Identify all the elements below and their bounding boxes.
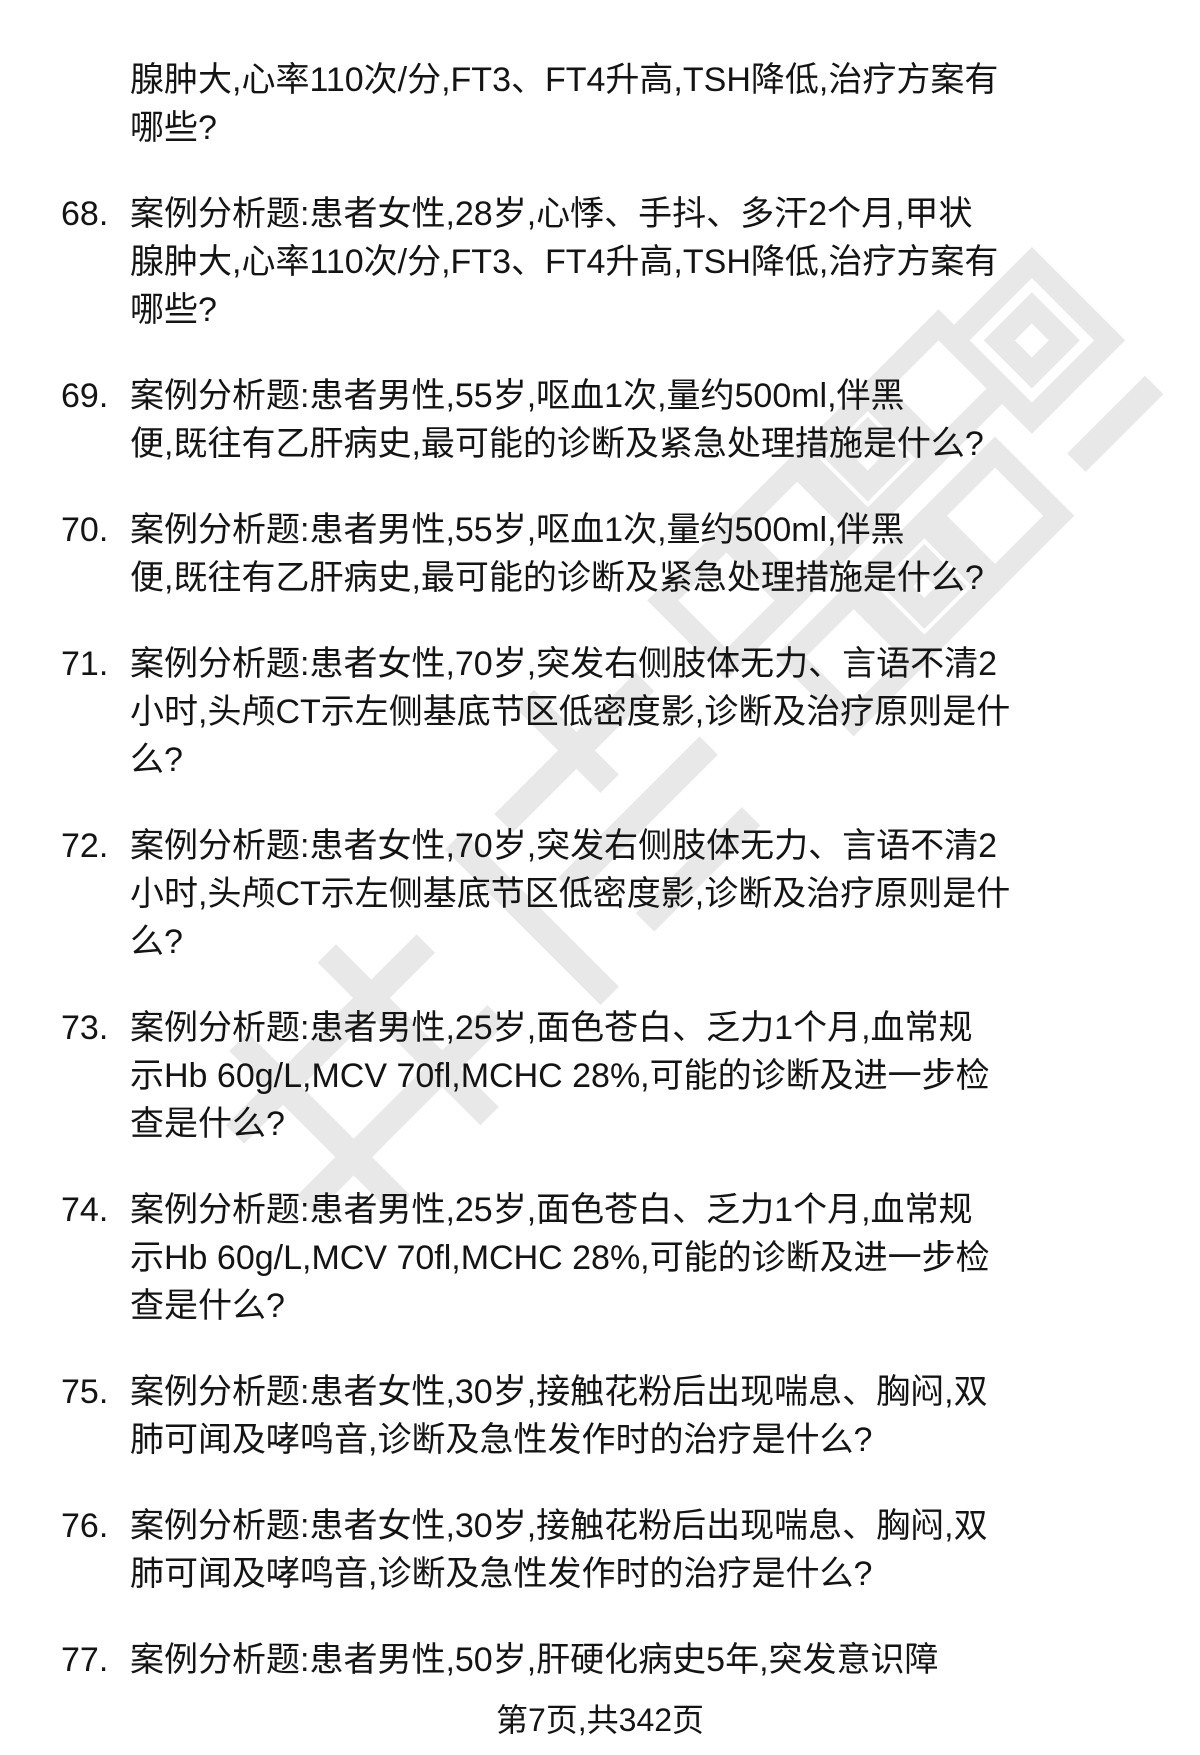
question-line: 案例分析题:患者女性,30岁,接触花粉后出现喘息、胸闷,双	[130, 1373, 988, 1411]
question-line: 案例分析题:患者男性,55岁,呕血1次,量约500ml,伴黑	[130, 511, 905, 549]
question-line: 示Hb 60g/L,MCV 70fl,MCHC 28%,可能的诊断及进一步检	[130, 1239, 990, 1277]
question-line: 小时,头颅CT示左侧基底节区低密度影,诊断及治疗原则是什	[130, 693, 1011, 731]
page-number-footer: 第7页,共342页	[495, 1702, 705, 1738]
question-line: 案例分析题:患者女性,30岁,接触花粉后出现喘息、胸闷,双	[130, 1507, 988, 1545]
question-line: 腺肿大,心率110次/分,FT3、FT4升高,TSH降低,治疗方案有	[130, 243, 999, 281]
question-line: 案例分析题:患者男性,50岁,肝硬化病史5年,突发意识障	[130, 1641, 939, 1679]
question-text: 案例分析题:患者男性,55岁,呕血1次,量约500ml,伴黑便,既往有乙肝病史,…	[130, 506, 1151, 602]
question-number: 68.	[61, 195, 109, 233]
question-line: 便,既往有乙肝病史,最可能的诊断及紧急处理措施是什么?	[130, 425, 984, 463]
question-text: 案例分析题:患者男性,55岁,呕血1次,量约500ml,伴黑便,既往有乙肝病史,…	[130, 372, 1151, 468]
question-number: 76.	[61, 1507, 109, 1545]
question-item: 75. 案例分析题:患者女性,30岁,接触花粉后出现喘息、胸闷,双 肺可闻及哮鸣音…	[61, 1368, 1151, 1464]
question-text: 案例分析题:患者女性,30岁,接触花粉后出现喘息、胸闷,双 肺可闻及哮鸣音,诊断及…	[130, 1368, 1151, 1464]
question-line: 案例分析题:患者男性,55岁,呕血1次,量约500ml,伴黑	[130, 377, 905, 415]
question-number: 77.	[61, 1641, 109, 1679]
question-line: 案例分析题:患者男性,25岁,面色苍白、乏力1个月,血常规	[130, 1009, 973, 1047]
question-text: 案例分析题:患者男性,50岁,肝硬化病史5年,突发意识障	[130, 1636, 1151, 1684]
question-text: 腺肿大,心率110次/分,FT3、FT4升高,TSH降低,治疗方案有 哪些?	[130, 56, 1151, 152]
question-item: 腺肿大,心率110次/分,FT3、FT4升高,TSH降低,治疗方案有 哪些?	[61, 56, 1151, 152]
question-line: 肺可闻及哮鸣音,诊断及急性发作时的治疗是什么?	[130, 1421, 873, 1459]
question-line: 哪些?	[130, 109, 217, 147]
question-line: 查是什么?	[130, 1105, 285, 1143]
question-text: 案例分析题:患者女性,70岁,突发右侧肢体无力、言语不清2 小时,头颅CT示左侧基…	[130, 822, 1151, 966]
question-text: 案例分析题:患者男性,25岁,面色苍白、乏力1个月,血常规 示Hb 60g/L,M…	[130, 1004, 1151, 1148]
question-line: 查是什么?	[130, 1287, 285, 1325]
question-number: 74.	[61, 1191, 109, 1229]
question-number: 73.	[61, 1009, 109, 1047]
question-text: 案例分析题:患者女性,70岁,突发右侧肢体无力、言语不清2 小时,头颅CT示左侧基…	[130, 640, 1151, 784]
question-number: 72.	[61, 827, 109, 865]
question-number	[61, 56, 130, 152]
question-line: 案例分析题:患者男性,25岁,面色苍白、乏力1个月,血常规	[130, 1191, 973, 1229]
question-item: 71. 案例分析题:患者女性,70岁,突发右侧肢体无力、言语不清2 小时,头颅CT…	[61, 640, 1151, 784]
question-list: 腺肿大,心率110次/分,FT3、FT4升高,TSH降低,治疗方案有 哪些? 68…	[61, 56, 1151, 1722]
question-line: 案例分析题:患者女性,70岁,突发右侧肢体无力、言语不清2	[130, 827, 998, 865]
question-number: 75.	[61, 1373, 109, 1411]
question-line: 案例分析题:患者女性,28岁,心悸、手抖、多汗2个月,甲状	[130, 195, 973, 233]
question-line: 示Hb 60g/L,MCV 70fl,MCHC 28%,可能的诊断及进一步检	[130, 1057, 990, 1095]
question-line: 腺肿大,心率110次/分,FT3、FT4升高,TSH降低,治疗方案有	[130, 61, 999, 99]
question-item: 74. 案例分析题:患者男性,25岁,面色苍白、乏力1个月,血常规 示Hb 60g…	[61, 1186, 1151, 1330]
question-item: 72. 案例分析题:患者女性,70岁,突发右侧肢体无力、言语不清2 小时,头颅CT…	[61, 822, 1151, 966]
question-item: 68. 案例分析题:患者女性,28岁,心悸、手抖、多汗2个月,甲状 腺肿大,心率1…	[61, 190, 1151, 334]
question-line: 小时,头颅CT示左侧基底节区低密度影,诊断及治疗原则是什	[130, 875, 1011, 913]
question-text: 案例分析题:患者女性,30岁,接触花粉后出现喘息、胸闷,双 肺可闻及哮鸣音,诊断及…	[130, 1502, 1151, 1598]
question-line: 哪些?	[130, 291, 217, 329]
question-line: 案例分析题:患者女性,70岁,突发右侧肢体无力、言语不清2	[130, 645, 998, 683]
question-number: 70.	[61, 511, 109, 549]
question-line: 么?	[130, 923, 183, 961]
question-item: 76. 案例分析题:患者女性,30岁,接触花粉后出现喘息、胸闷,双 肺可闻及哮鸣音…	[61, 1502, 1151, 1598]
question-item: 73. 案例分析题:患者男性,25岁,面色苍白、乏力1个月,血常规 示Hb 60g…	[61, 1004, 1151, 1148]
question-line: 便,既往有乙肝病史,最可能的诊断及紧急处理措施是什么?	[130, 559, 984, 597]
question-line: 么?	[130, 741, 183, 779]
question-number: 71.	[61, 645, 109, 683]
question-line: 肺可闻及哮鸣音,诊断及急性发作时的治疗是什么?	[130, 1555, 873, 1593]
question-text: 案例分析题:患者女性,28岁,心悸、手抖、多汗2个月,甲状 腺肿大,心率110次/…	[130, 190, 1151, 334]
question-number: 69.	[61, 377, 109, 415]
question-item: 77. 案例分析题:患者男性,50岁,肝硬化病史5年,突发意识障	[61, 1636, 1151, 1684]
question-text: 案例分析题:患者男性,25岁,面色苍白、乏力1个月,血常规 示Hb 60g/L,M…	[130, 1186, 1151, 1330]
question-item: 70. 案例分析题:患者男性,55岁,呕血1次,量约500ml,伴黑便,既往有乙…	[61, 506, 1151, 602]
question-item: 69. 案例分析题:患者男性,55岁,呕血1次,量约500ml,伴黑便,既往有乙…	[61, 372, 1151, 468]
